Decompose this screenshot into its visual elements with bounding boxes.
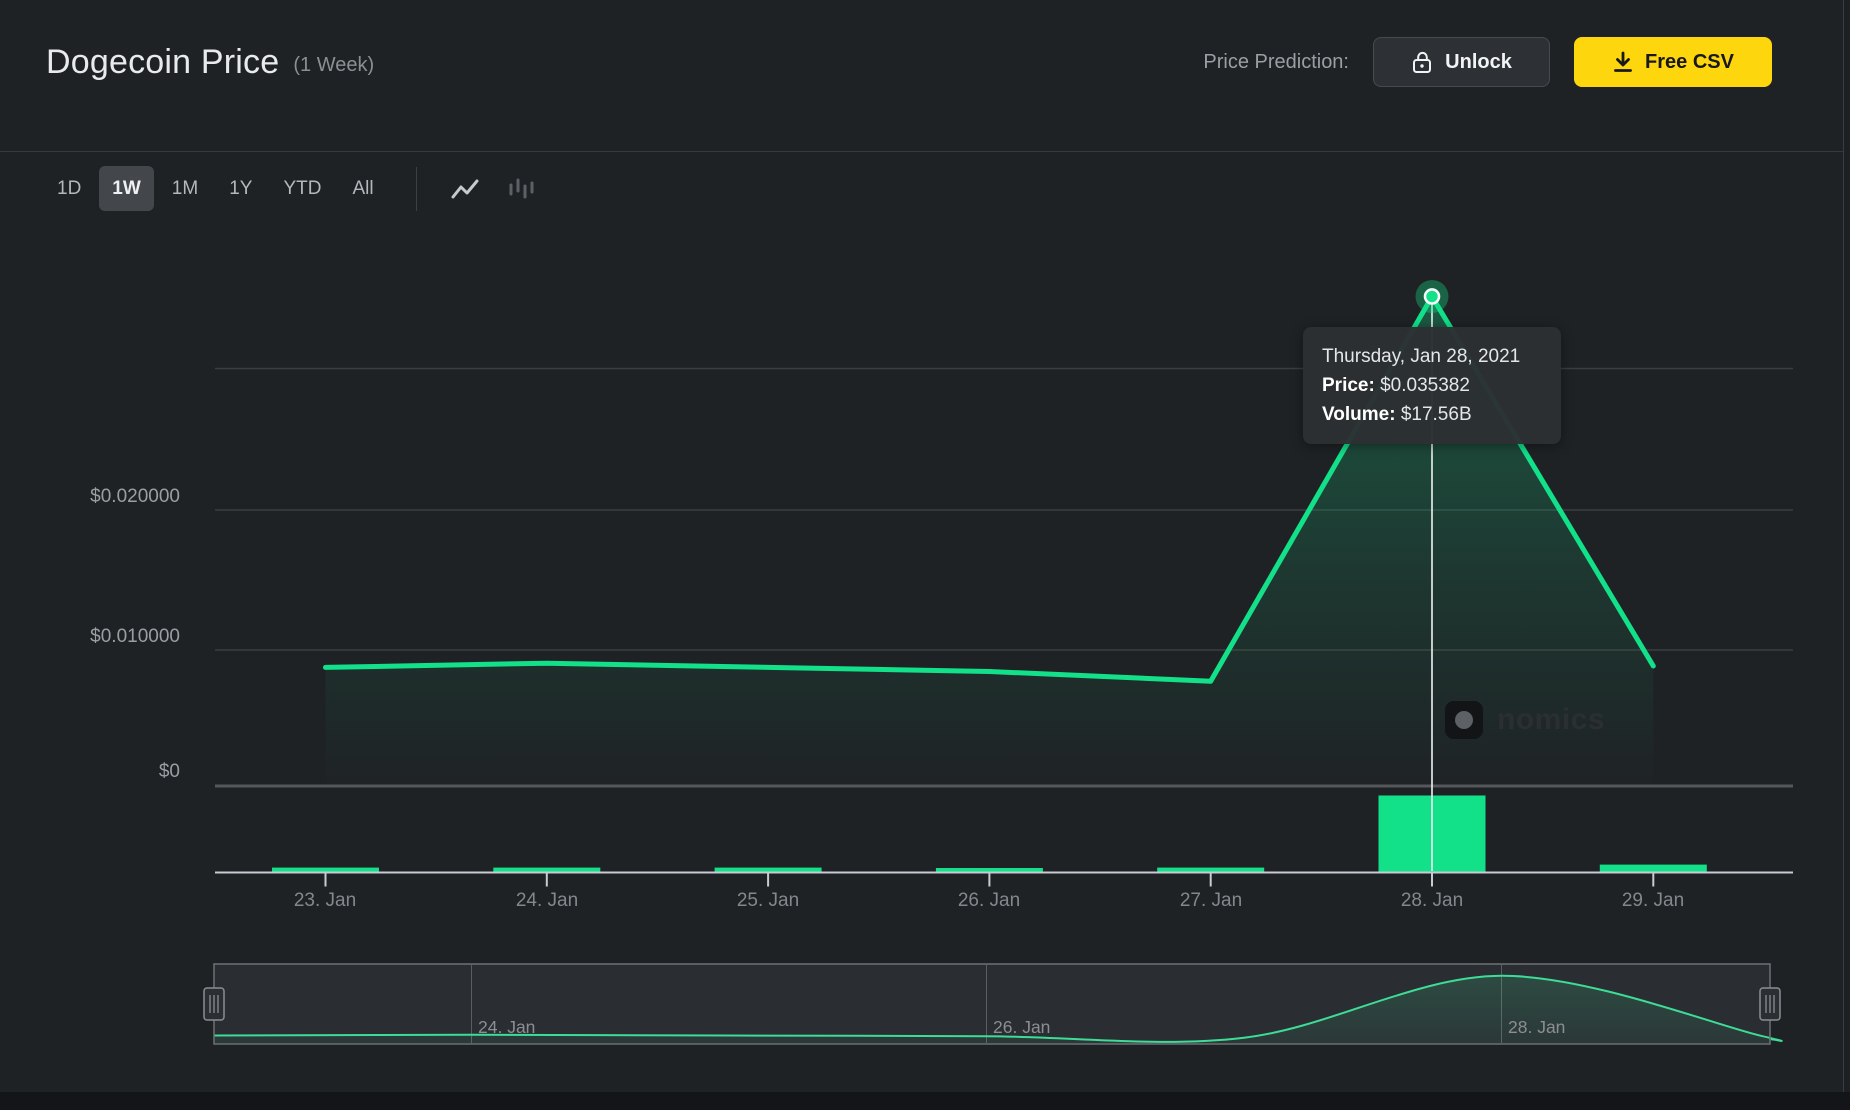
volume-bars[interactable]: [272, 795, 1707, 872]
y-axis-label-1: $0.010000: [90, 626, 180, 647]
free-csv-button-label: Free CSV: [1645, 50, 1734, 73]
x-axis-label-23jan: 23. Jan: [293, 890, 357, 911]
navigator-handle-left[interactable]: [203, 987, 225, 1021]
unlock-button[interactable]: Unlock: [1373, 37, 1550, 87]
x-axis-label-29jan: 29. Jan: [1621, 890, 1685, 911]
tooltip-volume-value: $17.56B: [1400, 404, 1472, 425]
tooltip-date: Thursday, Jan 28, 2021: [1322, 346, 1521, 367]
download-icon: [1614, 51, 1632, 72]
volume-bar[interactable]: [493, 867, 601, 872]
navigator-curve: [213, 974, 1783, 1043]
range-tab-1m[interactable]: 1M: [171, 178, 199, 199]
x-axis-label-28jan: 28. Jan: [1400, 890, 1464, 911]
range-tab-ytd[interactable]: YTD: [283, 178, 322, 199]
range-tab-1y[interactable]: 1Y: [229, 178, 253, 199]
toolbar-divider: [415, 166, 417, 211]
navigator-handle-right[interactable]: [1759, 987, 1781, 1021]
line-chart-icon: [451, 179, 479, 198]
point-marker: [1423, 288, 1441, 305]
range-toolbar: 1D 1W 1M 1Y YTD All: [44, 166, 559, 211]
navigator-label-28jan: 28. Jan: [1508, 1017, 1566, 1037]
tooltip-price-value: $0.035382: [1380, 375, 1470, 396]
y-axis-label-0: $0: [158, 761, 180, 782]
tooltip-volume-row: Volume: $17.56B: [1322, 400, 1542, 429]
candlestick-chart-icon: [509, 178, 534, 198]
y-axis-label-2: $0.020000: [90, 486, 180, 507]
candle-chart-type-button[interactable]: [503, 174, 539, 204]
range-tab-1d[interactable]: 1D: [57, 178, 82, 199]
x-axis-label-25jan: 25. Jan: [736, 890, 800, 911]
unlock-icon: [1413, 51, 1432, 73]
window-edge: [1843, 0, 1850, 1110]
range-tab-all[interactable]: All: [352, 178, 374, 199]
x-axis-label-26jan: 26. Jan: [957, 890, 1021, 911]
x-axis-label-24jan: 24. Jan: [515, 890, 579, 911]
page-subtitle: (1 Week): [293, 53, 375, 76]
tooltip-volume-label: Volume:: [1322, 404, 1396, 425]
volume-bar[interactable]: [1599, 864, 1707, 872]
x-axis-label-27jan: 27. Jan: [1179, 890, 1243, 911]
price-prediction-label: Price Prediction:: [1203, 50, 1349, 73]
watermark-text: nomics: [1497, 703, 1606, 736]
volume-bar[interactable]: [714, 867, 822, 872]
free-csv-button[interactable]: Free CSV: [1574, 37, 1772, 87]
navigator-label-24jan: 24. Jan: [478, 1017, 536, 1037]
unlock-button-label: Unlock: [1445, 50, 1512, 73]
volume-bar[interactable]: [935, 868, 1043, 872]
page-title: Dogecoin Price: [46, 42, 280, 81]
navigator-area-fill: [214, 975, 1782, 1043]
line-chart-type-button[interactable]: [447, 174, 483, 204]
bottom-band: [0, 1092, 1850, 1110]
range-tab-1w[interactable]: 1W: [99, 166, 154, 211]
chart-tooltip: Thursday, Jan 28, 2021 Price: $0.035382 …: [1303, 327, 1561, 444]
navigator-label-26jan: 26. Jan: [993, 1017, 1051, 1037]
watermark: nomics: [1445, 701, 1605, 739]
volume-bar[interactable]: [272, 867, 379, 872]
x-axis-ticks: [324, 873, 1655, 887]
price-area-fill: [325, 296, 1654, 787]
volume-bar[interactable]: [1157, 867, 1265, 872]
tooltip-price-row: Price: $0.035382: [1322, 371, 1542, 400]
tooltip-price-label: Price:: [1322, 375, 1375, 396]
nomics-logo-icon: [1445, 701, 1483, 739]
header: Dogecoin Price (1 Week) Price Prediction…: [0, 0, 1843, 152]
